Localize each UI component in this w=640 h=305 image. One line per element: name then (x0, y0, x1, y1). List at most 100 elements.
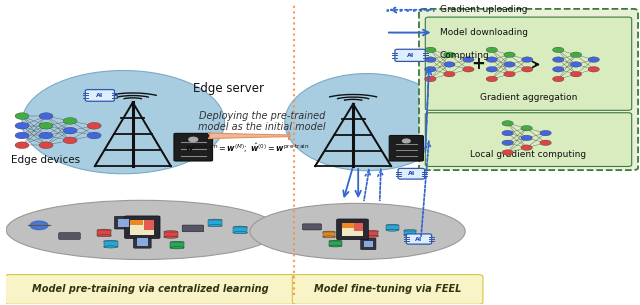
Circle shape (39, 113, 53, 119)
Ellipse shape (386, 229, 399, 231)
Text: Local gradient computing: Local gradient computing (470, 150, 587, 159)
Ellipse shape (164, 236, 178, 238)
Circle shape (588, 57, 600, 62)
Circle shape (15, 142, 29, 149)
Circle shape (540, 140, 551, 145)
Circle shape (552, 76, 564, 82)
Text: AI: AI (408, 171, 415, 176)
Bar (234, 227, 248, 233)
Bar (145, 227, 159, 233)
Circle shape (403, 139, 410, 143)
Circle shape (486, 66, 497, 72)
FancyBboxPatch shape (337, 219, 369, 240)
Ellipse shape (97, 235, 111, 237)
Circle shape (39, 132, 53, 139)
Circle shape (540, 130, 551, 136)
Ellipse shape (208, 219, 222, 221)
Circle shape (504, 71, 515, 77)
Ellipse shape (366, 231, 378, 232)
Ellipse shape (329, 245, 342, 247)
FancyBboxPatch shape (303, 224, 321, 230)
Bar (118, 219, 129, 227)
Ellipse shape (170, 241, 184, 243)
FancyBboxPatch shape (4, 274, 296, 304)
FancyBboxPatch shape (292, 274, 483, 304)
Text: model as the initial model: model as the initial model (198, 122, 326, 132)
FancyBboxPatch shape (389, 135, 424, 161)
Circle shape (502, 130, 513, 136)
Text: AI: AI (415, 237, 422, 242)
Ellipse shape (170, 247, 184, 249)
Circle shape (588, 66, 600, 72)
Circle shape (521, 125, 532, 131)
Ellipse shape (145, 226, 159, 228)
Ellipse shape (329, 240, 342, 242)
Ellipse shape (386, 224, 399, 226)
Circle shape (39, 142, 53, 149)
Bar (208, 220, 222, 226)
Text: AI: AI (406, 53, 413, 58)
Circle shape (444, 71, 455, 77)
Circle shape (552, 57, 564, 62)
Text: Edge server: Edge server (193, 82, 264, 95)
Ellipse shape (404, 230, 417, 231)
Circle shape (63, 137, 77, 144)
Bar (131, 220, 143, 225)
Circle shape (63, 127, 77, 134)
Circle shape (30, 221, 48, 230)
Ellipse shape (104, 240, 118, 242)
Circle shape (522, 57, 533, 62)
Circle shape (463, 66, 474, 72)
Circle shape (15, 132, 29, 139)
Bar (364, 241, 372, 247)
Text: AI: AI (96, 93, 104, 98)
Text: Gradient uploading: Gradient uploading (440, 5, 527, 14)
Circle shape (521, 135, 532, 141)
Circle shape (502, 150, 513, 155)
Ellipse shape (366, 235, 378, 237)
Circle shape (189, 137, 198, 142)
Bar (143, 220, 154, 230)
Circle shape (570, 52, 582, 57)
FancyBboxPatch shape (395, 49, 426, 61)
Ellipse shape (285, 74, 449, 171)
Ellipse shape (323, 236, 335, 238)
Circle shape (486, 57, 497, 62)
Circle shape (425, 47, 436, 52)
Text: Computing: Computing (440, 51, 490, 60)
FancyBboxPatch shape (133, 235, 151, 248)
Text: Model downloading: Model downloading (440, 28, 528, 37)
Bar (329, 241, 342, 246)
Bar (104, 242, 118, 247)
Ellipse shape (145, 231, 159, 234)
Text: Deploying the pre-trained: Deploying the pre-trained (199, 111, 325, 121)
FancyBboxPatch shape (398, 168, 425, 179)
FancyBboxPatch shape (426, 113, 632, 167)
Ellipse shape (234, 226, 248, 228)
Ellipse shape (404, 235, 417, 236)
Circle shape (15, 113, 29, 119)
Ellipse shape (97, 229, 111, 231)
FancyBboxPatch shape (182, 225, 204, 232)
Circle shape (502, 140, 513, 145)
Circle shape (425, 57, 436, 62)
Circle shape (570, 71, 582, 77)
Bar (404, 231, 417, 235)
Bar (164, 232, 178, 237)
Bar (342, 223, 363, 236)
Circle shape (425, 76, 436, 82)
Bar (97, 230, 111, 236)
FancyBboxPatch shape (361, 238, 376, 250)
FancyBboxPatch shape (406, 234, 431, 244)
Bar (344, 225, 353, 232)
Ellipse shape (104, 246, 118, 248)
Circle shape (522, 66, 533, 72)
Circle shape (504, 62, 515, 67)
Circle shape (444, 62, 455, 67)
Text: Gradient aggregation: Gradient aggregation (480, 93, 577, 102)
Bar (136, 238, 148, 246)
Circle shape (444, 52, 455, 57)
Text: +: + (471, 56, 484, 74)
Circle shape (63, 118, 77, 124)
Text: Edge devices: Edge devices (12, 155, 81, 165)
